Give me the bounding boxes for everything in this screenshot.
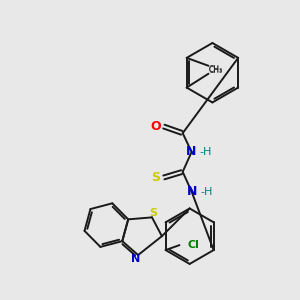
Text: CH₃: CH₃ xyxy=(208,65,223,74)
Text: S: S xyxy=(152,171,160,184)
Text: -H: -H xyxy=(200,187,213,196)
Text: CH₃: CH₃ xyxy=(208,66,223,75)
Text: Cl: Cl xyxy=(188,240,199,250)
Text: N: N xyxy=(185,146,196,158)
Text: -H: -H xyxy=(200,147,212,157)
Text: N: N xyxy=(186,185,197,198)
Text: O: O xyxy=(151,120,161,133)
Text: N: N xyxy=(130,254,140,264)
Text: S: S xyxy=(149,208,157,218)
